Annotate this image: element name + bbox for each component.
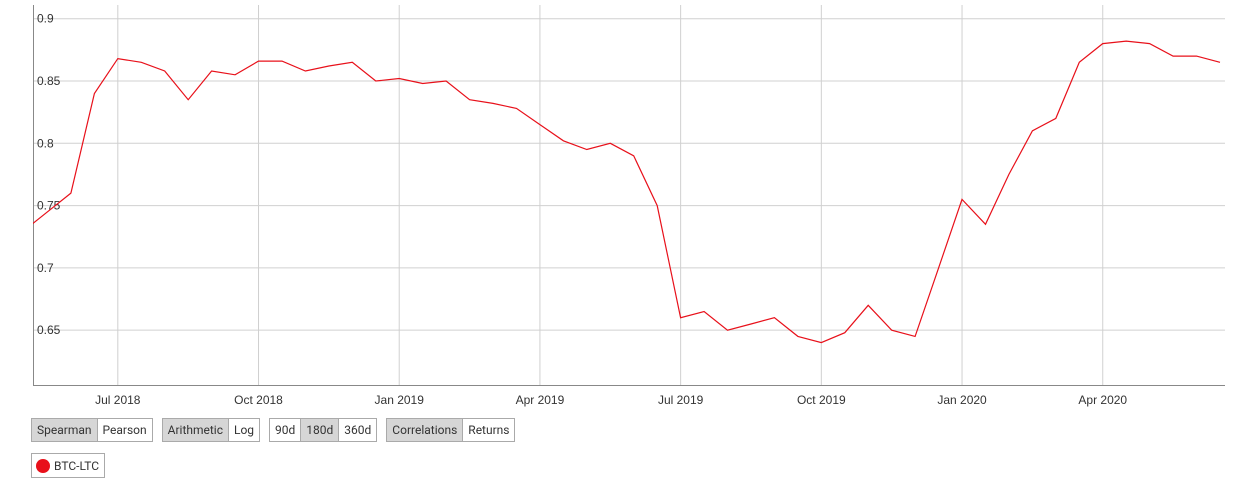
button-group: Arithmetic Log: [161, 418, 261, 442]
x-tick-label: Oct 2018: [234, 393, 283, 407]
legend-label: BTC-LTC: [54, 458, 100, 473]
y-tick-label: 0.65: [37, 323, 61, 337]
x-tick-label: Apr 2020: [1078, 393, 1127, 407]
y-tick-label: 0.75: [37, 199, 61, 213]
x-tick-label: Apr 2019: [516, 393, 565, 407]
toggle-button[interactable]: Returns: [462, 419, 515, 441]
y-tick-label: 0.85: [37, 74, 61, 88]
x-tick-label: Jul 2018: [95, 393, 141, 407]
legend[interactable]: BTC-LTC: [31, 453, 106, 478]
series-line: [33, 40, 1221, 344]
button-group: Correlations Returns: [386, 418, 516, 442]
chart: 0.65 0.7 0.75 0.8 0.85 0.9 Jul 2018 Oct 2018 Jan…: [33, 5, 1225, 407]
legend-swatch: [36, 458, 50, 473]
toggle-button[interactable]: 360d: [338, 419, 377, 441]
y-tick-label: 0.8: [37, 136, 54, 150]
button-group: Spearman Pearson: [31, 418, 153, 442]
x-tick-label: Jan 2019: [375, 393, 425, 407]
x-tick-label: Jul 2019: [658, 393, 704, 407]
toggle-button[interactable]: Log: [227, 419, 260, 441]
toggle-button[interactable]: 90d: [270, 419, 301, 441]
y-tick-label: 0.7: [37, 261, 54, 275]
y-tick-label: 0.9: [37, 12, 54, 26]
toggle-button[interactable]: Arithmetic: [162, 419, 228, 441]
x-tick-label: Jan 2020: [937, 393, 987, 407]
button-group: 90d 180d 360d: [269, 418, 378, 442]
toggle-button[interactable]: 180d: [300, 419, 339, 441]
controls: Spearman Pearson Arithmetic Log 90d 180d 360d C…: [31, 418, 516, 442]
toggle-button[interactable]: Pearson: [96, 419, 152, 441]
x-tick-label: Oct 2019: [797, 393, 846, 407]
toggle-button[interactable]: Correlations: [387, 419, 463, 441]
toggle-button[interactable]: Spearman: [32, 419, 97, 441]
